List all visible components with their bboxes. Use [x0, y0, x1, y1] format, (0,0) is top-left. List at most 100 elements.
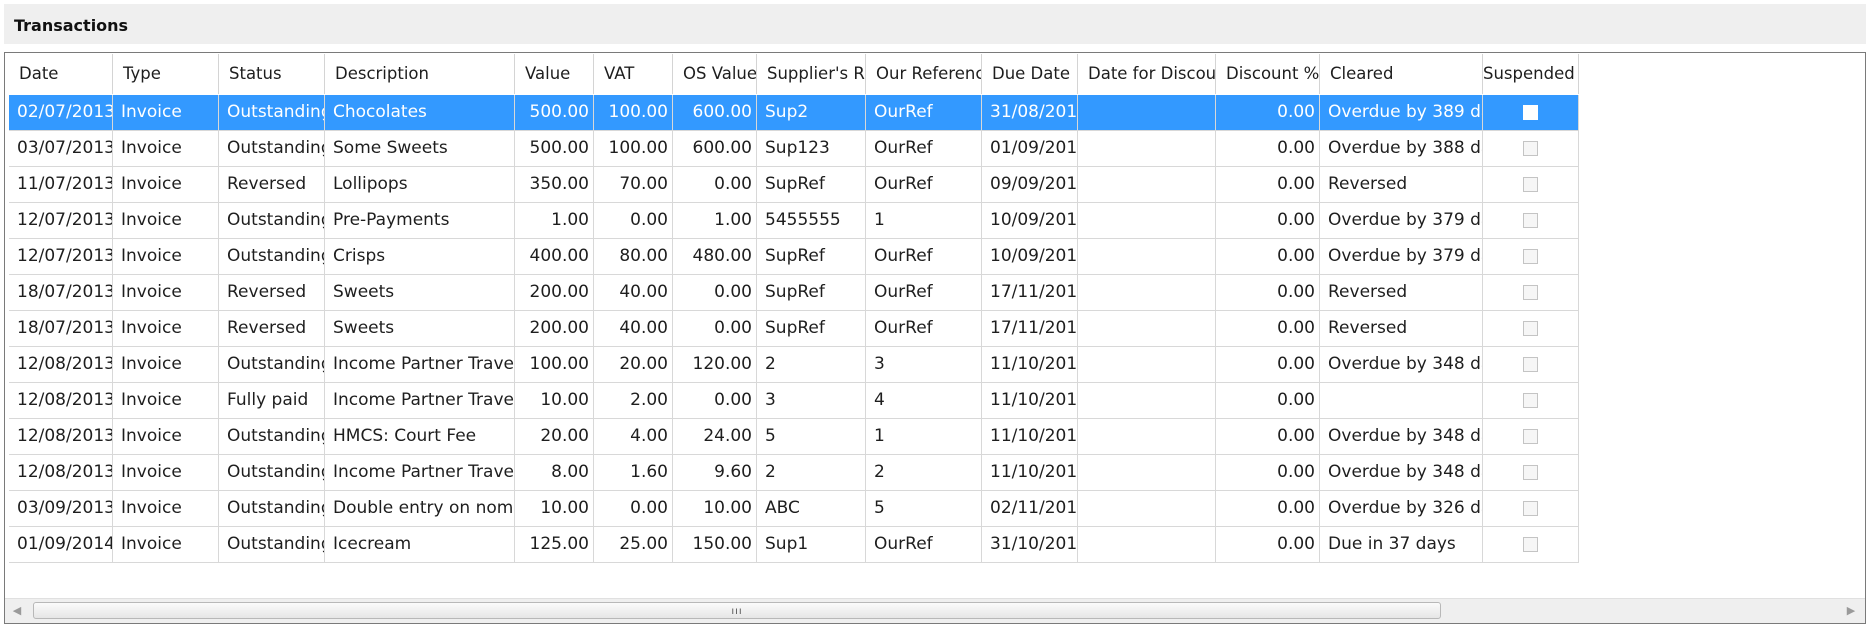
cell-date: 12/08/2013 — [9, 419, 113, 454]
cell-vat: 1.60 — [594, 455, 673, 490]
cell-our-reference: OurRef — [866, 167, 982, 202]
suspended-checkbox[interactable] — [1523, 501, 1538, 516]
cell-date: 02/07/2013 — [9, 95, 113, 130]
table-row[interactable]: 12/07/2013 Invoice Outstanding Pre-Payments… — [9, 203, 1579, 239]
table-row[interactable]: 02/07/2013 Invoice Outstanding Chocolates 50… — [9, 95, 1579, 131]
cell-value: 10.00 — [515, 383, 594, 418]
cell-date-for-discount — [1078, 491, 1216, 526]
cell-os-value: 0.00 — [673, 311, 757, 346]
suspended-checkbox[interactable] — [1523, 537, 1538, 552]
column-header-date-for-discount[interactable]: Date for Discount — [1078, 54, 1216, 94]
suspended-checkbox[interactable] — [1523, 285, 1538, 300]
cell-supplier-ref: SupRef — [757, 275, 866, 310]
column-header-our-reference[interactable]: Our Reference — [866, 54, 982, 94]
suspended-checkbox[interactable] — [1523, 105, 1538, 120]
cell-discount-pct: 0.00 — [1216, 275, 1320, 310]
suspended-checkbox[interactable] — [1523, 177, 1538, 192]
scroll-right-icon[interactable]: ▶ — [1846, 604, 1856, 617]
cell-supplier-ref: Sup2 — [757, 95, 866, 130]
table-row[interactable]: 11/07/2013 Invoice Reversed Lollipops 350.00… — [9, 167, 1579, 203]
column-header-cleared[interactable]: Cleared — [1320, 54, 1483, 94]
cell-discount-pct: 0.00 — [1216, 347, 1320, 382]
column-header-value[interactable]: Value — [515, 54, 594, 94]
cell-os-value: 600.00 — [673, 95, 757, 130]
column-header-status[interactable]: Status — [219, 54, 325, 94]
suspended-checkbox[interactable] — [1523, 429, 1538, 444]
cell-status: Outstanding — [219, 527, 325, 562]
table-row[interactable]: 12/08/2013 Invoice Outstanding HMCS: Court … — [9, 419, 1579, 455]
cell-value: 1.00 — [515, 203, 594, 238]
cell-type: Invoice — [113, 383, 219, 418]
column-header-date[interactable]: Date — [9, 54, 113, 94]
cell-due-date: 11/10/2013 — [982, 383, 1078, 418]
cell-vat: 0.00 — [594, 491, 673, 526]
cell-description: Income Partner Travel — [325, 383, 515, 418]
cell-value: 125.00 — [515, 527, 594, 562]
column-header-vat[interactable]: VAT — [594, 54, 673, 94]
cell-type: Invoice — [113, 131, 219, 166]
cell-type: Invoice — [113, 347, 219, 382]
cell-date: 03/07/2013 — [9, 131, 113, 166]
cell-description: Crisps — [325, 239, 515, 274]
cell-discount-pct: 0.00 — [1216, 491, 1320, 526]
cell-discount-pct: 0.00 — [1216, 311, 1320, 346]
scrollbar-thumb[interactable]: ııı — [33, 602, 1441, 619]
scroll-left-icon[interactable]: ◀ — [12, 604, 22, 617]
cell-discount-pct: 0.00 — [1216, 131, 1320, 166]
cell-supplier-ref: 5 — [757, 419, 866, 454]
table-row[interactable]: 12/08/2013 Invoice Outstanding Income Partn… — [9, 455, 1579, 491]
table-row[interactable]: 18/07/2013 Invoice Reversed Sweets 200.00 40.… — [9, 275, 1579, 311]
cell-due-date: 11/10/2013 — [982, 347, 1078, 382]
cell-os-value: 480.00 — [673, 239, 757, 274]
cell-value: 200.00 — [515, 275, 594, 310]
cell-discount-pct: 0.00 — [1216, 239, 1320, 274]
transactions-grid[interactable]: Date Type Status Description Value VAT OS Valu… — [4, 52, 1866, 624]
cell-type: Invoice — [113, 311, 219, 346]
cell-discount-pct: 0.00 — [1216, 383, 1320, 418]
suspended-checkbox[interactable] — [1523, 213, 1538, 228]
cell-supplier-ref: ABC — [757, 491, 866, 526]
cell-supplier-ref: SupRef — [757, 167, 866, 202]
cell-suspended — [1483, 383, 1579, 418]
cell-vat: 40.00 — [594, 275, 673, 310]
table-row[interactable]: 18/07/2013 Invoice Reversed Sweets 200.00 40.… — [9, 311, 1579, 347]
column-header-description[interactable]: Description — [325, 54, 515, 94]
column-header-row: Date Type Status Description Value VAT OS Valu… — [9, 54, 1579, 94]
column-header-discount-pct[interactable]: Discount % — [1216, 54, 1320, 94]
cell-description: Icecream — [325, 527, 515, 562]
table-row[interactable]: 12/08/2013 Invoice Outstanding Income Partn… — [9, 347, 1579, 383]
cell-type: Invoice — [113, 419, 219, 454]
horizontal-scrollbar[interactable]: ◀ ııı ▶ — [5, 598, 1865, 623]
cell-cleared: Reversed — [1320, 311, 1483, 346]
column-header-os-value[interactable]: OS Value — [673, 54, 757, 94]
cell-discount-pct: 0.00 — [1216, 527, 1320, 562]
cell-vat: 4.00 — [594, 419, 673, 454]
cell-description: Income Partner Travel — [325, 347, 515, 382]
cell-value: 200.00 — [515, 311, 594, 346]
cell-supplier-ref: Sup1 — [757, 527, 866, 562]
cell-cleared: Overdue by 389 days — [1320, 95, 1483, 130]
cell-suspended — [1483, 491, 1579, 526]
column-header-type[interactable]: Type — [113, 54, 219, 94]
cell-suspended — [1483, 203, 1579, 238]
suspended-checkbox[interactable] — [1523, 249, 1538, 264]
cell-cleared: Overdue by 388 days — [1320, 131, 1483, 166]
column-header-suspended[interactable]: Suspended — [1483, 54, 1579, 94]
cell-supplier-ref: 3 — [757, 383, 866, 418]
table-row[interactable]: 03/09/2013 Invoice Outstanding Double entry… — [9, 491, 1579, 527]
suspended-checkbox[interactable] — [1523, 321, 1538, 336]
column-header-due-date[interactable]: Due Date — [982, 54, 1078, 94]
panel-title: Transactions — [14, 16, 129, 35]
suspended-checkbox[interactable] — [1523, 393, 1538, 408]
column-header-supplier-ref[interactable]: Supplier's Ref — [757, 54, 866, 94]
table-row[interactable]: 12/07/2013 Invoice Outstanding Crisps 400.00… — [9, 239, 1579, 275]
table-row[interactable]: 03/07/2013 Invoice Outstanding Some Sweets 5… — [9, 131, 1579, 167]
cell-vat: 40.00 — [594, 311, 673, 346]
suspended-checkbox[interactable] — [1523, 357, 1538, 372]
table-row[interactable]: 01/09/2014 Invoice Outstanding Icecream 125.… — [9, 527, 1579, 563]
suspended-checkbox[interactable] — [1523, 465, 1538, 480]
table-row[interactable]: 12/08/2013 Invoice Fully paid Income Partne… — [9, 383, 1579, 419]
suspended-checkbox[interactable] — [1523, 141, 1538, 156]
cell-value: 100.00 — [515, 347, 594, 382]
cell-value: 20.00 — [515, 419, 594, 454]
